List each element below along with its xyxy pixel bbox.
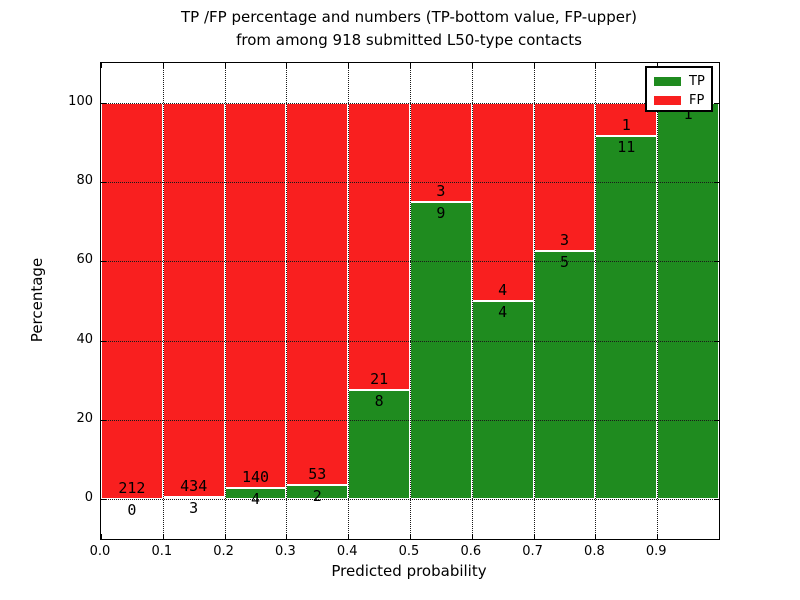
x-tick-label: 0.0 <box>89 544 111 559</box>
bar-segment-fp <box>162 102 225 497</box>
x-tick-label: 0.6 <box>460 544 482 559</box>
y-tick-label: 100 <box>68 93 93 109</box>
tp-swatch <box>654 77 681 86</box>
bar-segment-tp <box>595 135 658 500</box>
bar-segment-tp <box>224 488 287 500</box>
legend-item-tp: TP <box>654 72 711 91</box>
x-tick-label: 0.1 <box>151 544 173 559</box>
bars-layer <box>101 63 719 539</box>
plot-area: 212 0 434 3 140 4 53 2 21 8 3 9 4 4 3 5 1 11 1 <box>100 62 720 540</box>
fp-swatch <box>654 96 681 105</box>
x-tick-label: 0.7 <box>522 544 543 559</box>
bar-segment-tp <box>410 201 472 500</box>
x-tick-label: 0.8 <box>584 544 605 559</box>
chart-title-line2: from among 918 submitted L50-type contac… <box>236 31 582 49</box>
x-tick-label: 0.4 <box>336 544 358 559</box>
bar-segment-tp <box>471 301 534 500</box>
bar-segment-tp <box>162 496 225 500</box>
bar-segment-tp <box>533 251 596 500</box>
x-tick-label: 0.5 <box>398 544 420 559</box>
y-axis-label: Percentage <box>28 257 46 343</box>
bar-segment-fp <box>471 102 534 301</box>
y-tick-label: 60 <box>76 252 93 268</box>
legend-item-fp: FP <box>654 91 711 110</box>
bar-segment-tp <box>286 484 349 500</box>
y-tick-label: 80 <box>76 173 93 188</box>
x-axis-label: Predicted probability <box>331 562 487 580</box>
legend: TP FP <box>645 66 713 112</box>
legend-items: TP FP <box>654 72 711 110</box>
x-tick-label: 0.9 <box>645 544 667 559</box>
legend-label: TP <box>689 74 705 89</box>
bar-segment-fp <box>533 102 596 252</box>
legend-label: FP <box>689 93 705 108</box>
bar-segment-fp <box>348 102 410 390</box>
bar-segment-fp <box>101 102 163 500</box>
y-tick-label: 40 <box>76 331 93 347</box>
chart-title-line1: TP /FP percentage and numbers (TP-bottom… <box>181 8 637 26</box>
x-tick-label: 0.2 <box>213 544 234 559</box>
bar-segment-fp <box>410 102 472 202</box>
bar-segment-tp <box>348 389 410 500</box>
bar-segment-tp <box>657 102 719 500</box>
x-tick-label: 0.3 <box>275 544 296 559</box>
bar-segment-fp <box>286 102 349 485</box>
chart-title: TP /FP percentage and numbers (TP-bottom… <box>100 6 718 52</box>
y-tick-label: 20 <box>76 411 93 426</box>
y-tick-label: 0 <box>84 490 93 506</box>
bar-segment-fp <box>224 102 287 489</box>
